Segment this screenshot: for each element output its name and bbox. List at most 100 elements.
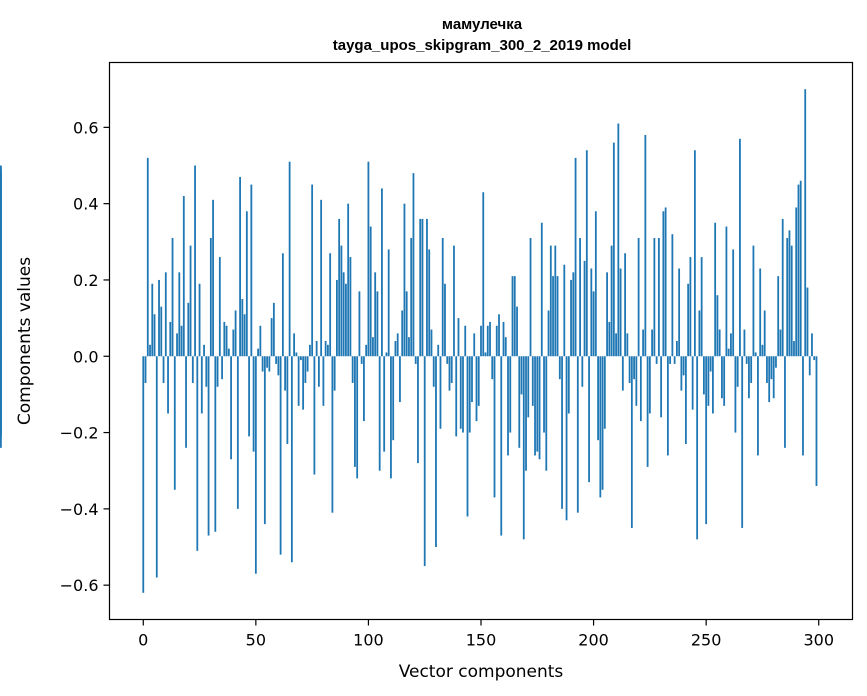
bar-55 bbox=[266, 356, 269, 368]
bar-59 bbox=[275, 356, 278, 364]
bar-284 bbox=[781, 218, 784, 357]
bar-182 bbox=[552, 276, 554, 357]
bar-38 bbox=[227, 348, 230, 357]
bar-156 bbox=[493, 356, 496, 498]
bar-37 bbox=[225, 325, 228, 357]
bar-233 bbox=[666, 356, 669, 456]
bar-85 bbox=[333, 356, 336, 391]
bar-70 bbox=[299, 356, 302, 361]
bar-162 bbox=[507, 356, 509, 456]
bar-120 bbox=[412, 173, 415, 357]
bar-7 bbox=[158, 279, 160, 357]
bar-224 bbox=[646, 356, 649, 467]
bar-67 bbox=[293, 333, 296, 357]
bar-289 bbox=[793, 341, 795, 357]
bar-298 bbox=[813, 356, 816, 361]
bar-149 bbox=[477, 356, 480, 406]
bar-268 bbox=[745, 356, 748, 364]
bar-88 bbox=[340, 245, 343, 357]
bar-undefined bbox=[0, 165, 2, 357]
bar-290 bbox=[795, 207, 798, 357]
bar-100 bbox=[367, 161, 370, 357]
bar-48 bbox=[250, 184, 253, 357]
bar-114 bbox=[399, 356, 401, 403]
bar-292 bbox=[799, 180, 802, 357]
chart-title-group: мамулечка tayga_upos_skipgram_300_2_2019… bbox=[333, 16, 632, 54]
bar-30 bbox=[209, 237, 212, 357]
bar-50 bbox=[254, 356, 257, 574]
bar-193 bbox=[576, 356, 579, 513]
bar-62 bbox=[281, 253, 284, 357]
bar-239 bbox=[680, 356, 683, 391]
bar-293 bbox=[802, 356, 804, 456]
bar-198 bbox=[588, 356, 590, 483]
bar-171 bbox=[527, 356, 530, 418]
bar-204 bbox=[601, 356, 604, 490]
bar-108 bbox=[385, 352, 388, 357]
bar-152 bbox=[484, 352, 487, 357]
bar-28 bbox=[205, 356, 208, 387]
y-tick-label: −0.4 bbox=[60, 500, 99, 519]
bar-23 bbox=[194, 165, 196, 357]
bar-215 bbox=[626, 333, 629, 357]
bar-248 bbox=[700, 257, 703, 357]
bar-160 bbox=[502, 321, 505, 357]
bar-201 bbox=[594, 211, 597, 357]
bar-56 bbox=[268, 356, 271, 372]
bar-197 bbox=[585, 150, 588, 357]
bar-163 bbox=[509, 356, 512, 433]
bar-129 bbox=[432, 356, 435, 387]
bar-172 bbox=[529, 237, 532, 357]
bar-270 bbox=[750, 356, 753, 383]
bar-27 bbox=[203, 344, 205, 357]
bar-40 bbox=[232, 329, 235, 357]
bar-185 bbox=[558, 356, 561, 380]
bar-209 bbox=[612, 142, 615, 357]
bar-202 bbox=[597, 356, 599, 441]
bar-281 bbox=[775, 356, 777, 368]
bar-296 bbox=[808, 356, 811, 376]
bar-210 bbox=[615, 333, 617, 357]
bar-9 bbox=[162, 356, 165, 383]
bar-240 bbox=[682, 356, 685, 376]
bar-84 bbox=[331, 356, 334, 513]
bar-269 bbox=[748, 356, 750, 399]
bar-272 bbox=[754, 352, 757, 357]
bar-196 bbox=[583, 260, 586, 357]
bar-213 bbox=[621, 356, 624, 391]
bar-173 bbox=[531, 356, 534, 406]
bar-188 bbox=[565, 356, 568, 521]
bar-44 bbox=[241, 299, 244, 357]
bar-14 bbox=[173, 356, 176, 490]
bar-51 bbox=[257, 348, 259, 357]
bar-221 bbox=[639, 356, 642, 422]
bar-73 bbox=[306, 356, 309, 372]
bar-117 bbox=[405, 291, 408, 357]
bar-157 bbox=[495, 325, 498, 357]
bar-169 bbox=[522, 356, 525, 540]
chart-subtitle: tayga_upos_skipgram_300_2_2019 model bbox=[333, 37, 632, 54]
bar-43 bbox=[239, 176, 241, 357]
bar-159 bbox=[500, 356, 503, 536]
bars-layer bbox=[0, 89, 818, 593]
bar-26 bbox=[200, 356, 203, 414]
bar-186 bbox=[561, 356, 563, 509]
y-tick-label: −0.2 bbox=[60, 424, 99, 443]
bar-291 bbox=[797, 184, 800, 357]
bar-231 bbox=[662, 211, 665, 357]
bar-undefined bbox=[0, 356, 2, 437]
x-tick-label: 200 bbox=[578, 631, 609, 650]
bar-131 bbox=[437, 344, 440, 357]
bar-179 bbox=[545, 356, 548, 471]
bar-194 bbox=[579, 237, 581, 357]
y-tick-label: 0.6 bbox=[73, 118, 98, 137]
bar-53 bbox=[261, 356, 264, 372]
bar-214 bbox=[624, 253, 626, 357]
bar-6 bbox=[155, 356, 158, 578]
bar-183 bbox=[554, 245, 557, 357]
bar-2 bbox=[146, 157, 149, 357]
bar-10 bbox=[164, 272, 167, 357]
bar-218 bbox=[633, 356, 635, 380]
bar-234 bbox=[669, 356, 672, 364]
bar-80 bbox=[322, 356, 325, 406]
